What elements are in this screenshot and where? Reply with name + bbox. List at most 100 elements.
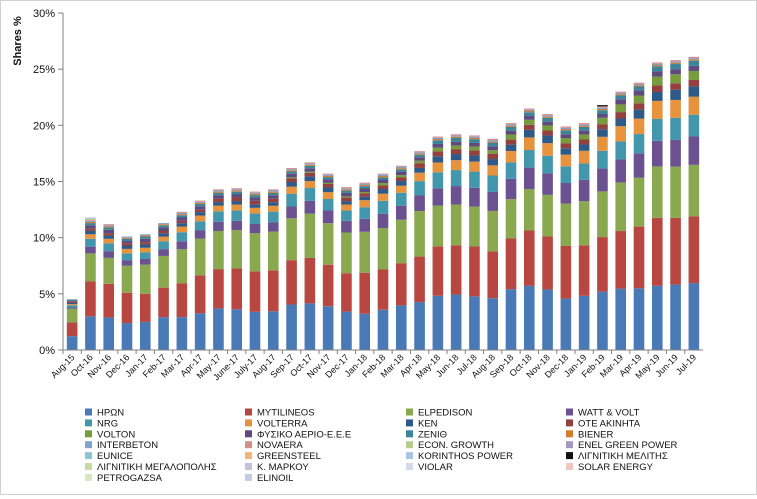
legend-swatch bbox=[245, 408, 252, 416]
bar-segment bbox=[359, 218, 371, 232]
bar-segment bbox=[359, 186, 371, 189]
legend-label: VOLTERRA bbox=[257, 418, 308, 429]
legend-swatch bbox=[566, 430, 573, 438]
bar-segment bbox=[377, 183, 389, 186]
bar-segment bbox=[359, 313, 371, 350]
bar-segment bbox=[542, 116, 553, 118]
bar-segment bbox=[286, 170, 297, 172]
bar-segment bbox=[395, 177, 407, 182]
bar-segment bbox=[432, 140, 444, 144]
bar-segment bbox=[523, 188, 535, 231]
bar-segment bbox=[359, 272, 371, 314]
bar-segment bbox=[469, 206, 480, 247]
legend-swatch bbox=[245, 452, 252, 460]
y-tick-label: 5% bbox=[39, 289, 55, 301]
bar-segment bbox=[432, 295, 444, 350]
bar-segment bbox=[341, 189, 352, 191]
bar-segment bbox=[523, 112, 535, 117]
bar-segment bbox=[103, 227, 115, 230]
bar-segment bbox=[103, 257, 115, 284]
bar-segment bbox=[249, 213, 261, 224]
legend-swatch bbox=[85, 419, 92, 427]
bar-segment bbox=[322, 187, 334, 193]
bar-segment bbox=[85, 219, 96, 221]
bar-segment bbox=[487, 140, 499, 142]
bar-segment bbox=[414, 160, 425, 164]
bar-segment bbox=[688, 56, 700, 59]
bar-segment bbox=[249, 191, 261, 193]
bar-segment bbox=[542, 114, 553, 116]
bar-segment bbox=[194, 209, 206, 213]
bar-segment bbox=[249, 200, 261, 205]
bar-segment bbox=[304, 176, 316, 182]
bar-segment bbox=[231, 190, 243, 192]
bar-segment bbox=[304, 257, 316, 304]
bar-segment bbox=[505, 162, 517, 179]
bar-segment bbox=[176, 226, 188, 233]
bar-segment bbox=[414, 152, 425, 154]
bar-segment bbox=[249, 223, 261, 234]
bar-segment bbox=[139, 234, 151, 236]
bar-segment bbox=[176, 223, 188, 227]
bar-segment bbox=[542, 194, 553, 237]
bar-segment bbox=[286, 178, 297, 183]
bar-segment bbox=[377, 213, 389, 229]
y-tick-label: 20% bbox=[33, 120, 55, 132]
bar-segment bbox=[121, 265, 133, 293]
bar-segment bbox=[322, 173, 334, 175]
bar-segment bbox=[560, 203, 572, 246]
bar-segment bbox=[487, 142, 499, 147]
bar-segment bbox=[651, 85, 663, 92]
bar-segment bbox=[249, 207, 261, 214]
bar-segment bbox=[304, 162, 316, 164]
bar-segment bbox=[505, 199, 517, 239]
bar-segment bbox=[286, 193, 297, 207]
bar-segment bbox=[542, 155, 553, 174]
bar-segment bbox=[560, 143, 572, 149]
legend-label: ENEL GREEN POWER bbox=[578, 440, 678, 451]
bar-segment bbox=[158, 225, 169, 228]
bar-segment bbox=[560, 129, 572, 131]
bar-segment bbox=[66, 336, 78, 350]
bar-segment bbox=[651, 285, 663, 350]
bar-segment bbox=[194, 275, 206, 314]
bar-segment bbox=[523, 124, 535, 130]
bar-segment bbox=[432, 147, 444, 152]
bar-segment bbox=[651, 76, 663, 86]
legend-label: GREENSTEEL bbox=[257, 451, 321, 462]
bar-segment bbox=[267, 192, 279, 196]
bar-segment bbox=[176, 220, 188, 224]
bar-segment bbox=[597, 108, 608, 111]
bar-segment bbox=[560, 245, 572, 299]
bar-segment bbox=[304, 181, 316, 189]
bar-segment bbox=[322, 210, 334, 224]
bar-segment bbox=[432, 139, 444, 141]
bar-segment bbox=[469, 139, 480, 143]
bar-segment bbox=[395, 181, 407, 186]
bar-segment bbox=[377, 309, 389, 350]
bar-segment bbox=[670, 62, 681, 65]
bar-segment bbox=[523, 285, 535, 350]
bar-segment bbox=[158, 223, 169, 225]
bar-segment bbox=[139, 293, 151, 322]
bar-segment bbox=[670, 61, 681, 63]
bar-segment bbox=[103, 283, 115, 318]
bar-segment bbox=[66, 302, 78, 305]
bar-segment bbox=[469, 135, 480, 137]
bar-segment bbox=[523, 230, 535, 286]
bar-segment bbox=[231, 201, 243, 205]
legend-swatch bbox=[566, 441, 573, 449]
bar-segment bbox=[414, 157, 425, 161]
bar-segment bbox=[121, 243, 133, 246]
bar-segment bbox=[615, 104, 627, 113]
bar-segment bbox=[231, 194, 243, 198]
bar-segment bbox=[560, 182, 572, 204]
bar-segment bbox=[505, 124, 517, 126]
legend-label: ELPEDISON bbox=[418, 408, 473, 419]
bar-segment bbox=[395, 305, 407, 350]
bar-segment bbox=[651, 91, 663, 101]
bar-segment bbox=[85, 220, 96, 222]
bar-segment bbox=[176, 283, 188, 318]
bar-segment bbox=[341, 196, 352, 198]
bar-segment bbox=[213, 190, 224, 192]
